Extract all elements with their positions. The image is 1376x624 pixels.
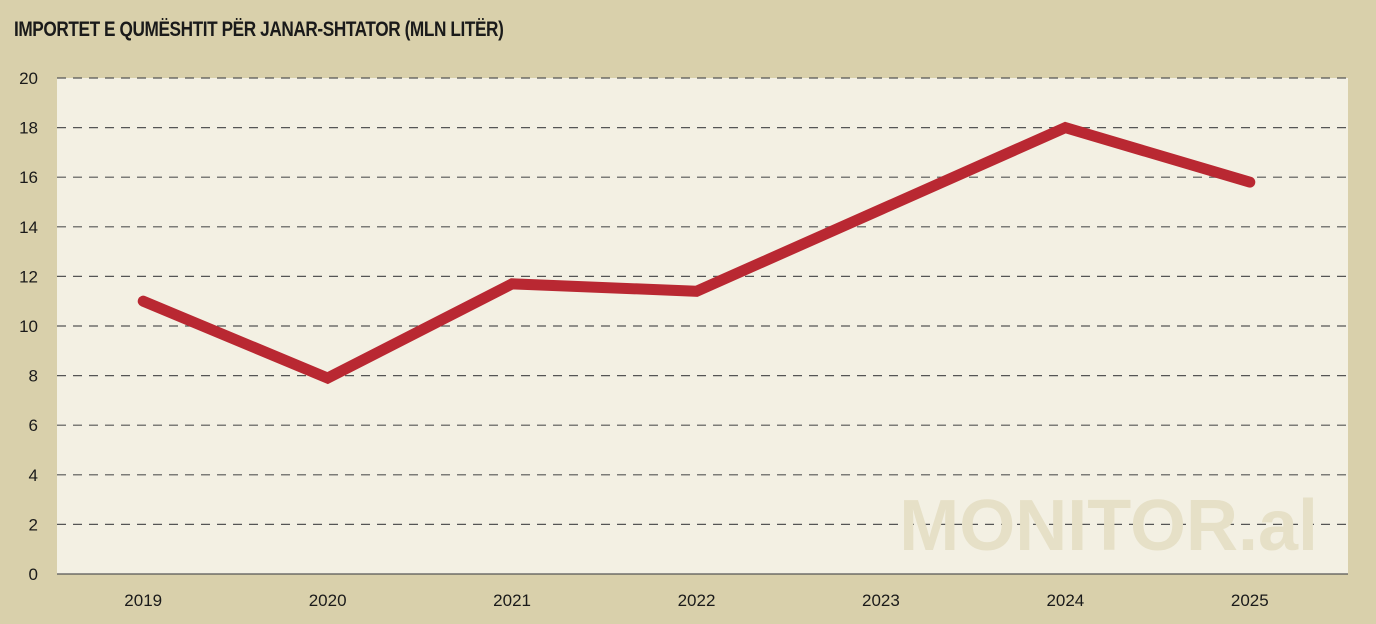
y-tick-label: 8 — [29, 367, 38, 386]
y-tick-label: 0 — [29, 565, 38, 584]
x-tick-label: 2021 — [493, 591, 531, 610]
y-tick-label: 10 — [19, 317, 38, 336]
chart-title: IMPORTET E QUMËSHTIT PËR JANAR-SHTATOR (… — [14, 18, 504, 41]
y-tick-label: 2 — [29, 515, 38, 534]
y-tick-label: 14 — [19, 218, 38, 237]
x-tick-label: 2024 — [1046, 591, 1084, 610]
x-tick-label: 2020 — [309, 591, 347, 610]
y-tick-label: 12 — [19, 267, 38, 286]
y-tick-label: 4 — [29, 466, 38, 485]
watermark: MONITOR.al — [899, 486, 1318, 566]
x-tick-label: 2022 — [678, 591, 716, 610]
x-tick-label: 2019 — [124, 591, 162, 610]
y-tick-label: 20 — [19, 69, 38, 88]
y-tick-label: 6 — [29, 416, 38, 435]
y-tick-label: 18 — [19, 119, 38, 138]
x-tick-label: 2023 — [862, 591, 900, 610]
x-tick-label: 2025 — [1231, 591, 1269, 610]
y-tick-label: 16 — [19, 168, 38, 187]
